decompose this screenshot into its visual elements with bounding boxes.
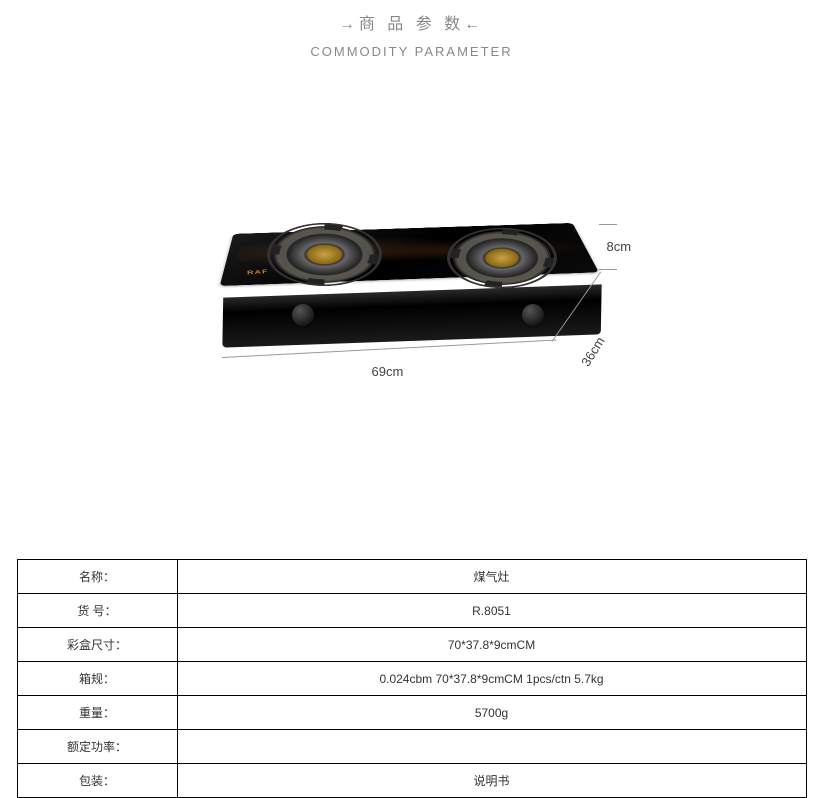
table-row: 货 号：R.8051 [17, 594, 806, 628]
spec-label: 名称： [17, 560, 177, 594]
dimension-label-height: 8cm [607, 239, 632, 254]
table-row: 额定功率： [17, 730, 806, 764]
title-chinese: →商 品 参 数← [0, 10, 823, 34]
knob-right [522, 304, 544, 326]
table-row: 彩盒尺寸：70*37.8*9cmCM [17, 628, 806, 662]
specification-table-body: 名称：煤气灶货 号：R.8051彩盒尺寸：70*37.8*9cmCM箱规：0.0… [17, 560, 806, 798]
spec-label: 额定功率： [17, 730, 177, 764]
burner-right [457, 233, 547, 283]
spec-value: 说明书 [177, 764, 806, 798]
spec-value: 70*37.8*9cmCM [177, 628, 806, 662]
spec-value: 5700g [177, 696, 806, 730]
knob-left [292, 304, 314, 326]
dimension-label-width: 69cm [372, 364, 404, 379]
dimension-label-depth: 36cm [578, 334, 608, 369]
stove-front-panel [222, 284, 601, 347]
spec-value: R.8051 [177, 594, 806, 628]
burner-left [277, 228, 372, 280]
dimension-line-height-bottom [599, 269, 617, 270]
table-row: 名称：煤气灶 [17, 560, 806, 594]
spec-label: 包装： [17, 764, 177, 798]
spec-label: 货 号： [17, 594, 177, 628]
spec-value: 0.024cbm 70*37.8*9cmCM 1pcs/ctn 5.7kg [177, 662, 806, 696]
spec-label: 重量： [17, 696, 177, 730]
dimension-line-height-top [599, 224, 617, 225]
spec-label: 彩盒尺寸： [17, 628, 177, 662]
stove-drawing: RAF [222, 189, 602, 339]
page-header: →商 品 参 数← COMMODITY PARAMETER [0, 0, 823, 59]
spec-value [177, 730, 806, 764]
table-row: 重量：5700g [17, 696, 806, 730]
product-illustration: RAF 69cm 36cm 8cm [162, 129, 662, 479]
table-row: 包装：说明书 [17, 764, 806, 798]
spec-value: 煤气灶 [177, 560, 806, 594]
table-row: 箱规：0.024cbm 70*37.8*9cmCM 1pcs/ctn 5.7kg [17, 662, 806, 696]
spec-label: 箱规： [17, 662, 177, 696]
title-english: COMMODITY PARAMETER [0, 44, 823, 59]
specification-table: 名称：煤气灶货 号：R.8051彩盒尺寸：70*37.8*9cmCM箱规：0.0… [17, 559, 807, 798]
